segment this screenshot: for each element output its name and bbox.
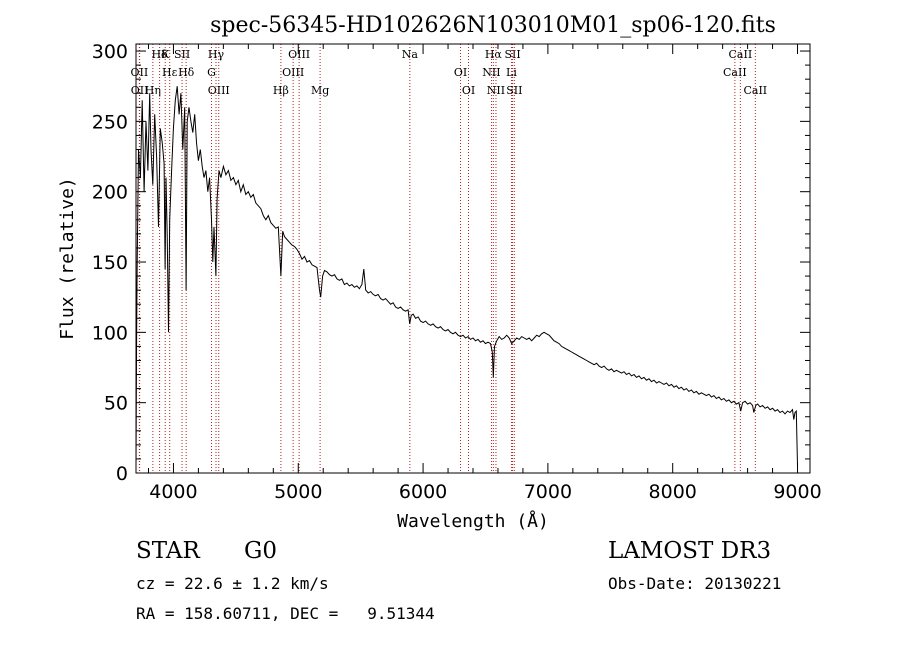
- spectral-line-label: SII: [174, 48, 190, 61]
- redshift-readout: cz = 22.6 ± 1.2 km/s: [136, 574, 329, 593]
- spectral-line-label: OII: [131, 84, 149, 97]
- y-tick-label: 200: [92, 182, 128, 204]
- spectral-line-label: CaII: [743, 84, 767, 97]
- x-tick-label: 8000: [649, 481, 697, 503]
- plot-frame: [135, 43, 811, 474]
- spectral-line-label: OIII: [288, 48, 310, 61]
- spectral-line-label: NII: [487, 84, 505, 97]
- x-tick-label: 7000: [524, 481, 572, 503]
- spectral-line-label: CaII: [729, 48, 753, 61]
- spectral-line-label: OIII: [208, 84, 230, 97]
- y-tick-label: 100: [92, 322, 128, 344]
- spectral-line-label: OI: [462, 84, 475, 97]
- y-axis-label: Flux (relative): [57, 177, 78, 340]
- object-subclass: G0: [244, 538, 278, 564]
- spectral-line-label: K: [161, 48, 170, 61]
- y-tick-label: 0: [116, 463, 128, 485]
- y-tick-label: 50: [104, 393, 128, 415]
- x-tick-label: 6000: [399, 481, 447, 503]
- x-tick-label: 5000: [274, 481, 322, 503]
- spectral-line-label: Hγ: [208, 48, 225, 61]
- spectral-line-label: Li: [506, 66, 517, 79]
- spectral-line-label: Hδ: [178, 66, 195, 79]
- spectral-line-label: G: [207, 66, 216, 79]
- x-tick-label: 4000: [149, 481, 197, 503]
- y-tick-label: 250: [92, 111, 128, 133]
- spectral-line-label: CaII: [723, 66, 747, 79]
- spectral-line-label: Na: [402, 48, 419, 61]
- y-tick-label: 300: [92, 41, 128, 63]
- spectral-line-label: Hβ: [273, 84, 289, 97]
- spectral-line-label: OIII: [282, 66, 304, 79]
- spectral-line-label: Hδ: [151, 48, 168, 61]
- spectral-line-label: Mg: [311, 84, 329, 97]
- spectral-line-label: OI: [454, 66, 467, 79]
- spectral-line-label: SII: [504, 48, 520, 61]
- x-axis-label: Wavelength (Å): [397, 510, 549, 532]
- spectral-line-label: OII: [131, 66, 149, 79]
- spectral-line-label: Hη: [145, 84, 161, 97]
- survey-name: LAMOST DR3: [608, 538, 772, 564]
- chart-title: spec-56345-HD102626N103010M01_sp06-120.f…: [210, 13, 776, 38]
- spectral-line-label: NII: [482, 66, 500, 79]
- spectral-line-label: Hα: [485, 48, 503, 61]
- spectral-line-label: Hε: [162, 66, 178, 79]
- obs-date: Obs-Date: 20130221: [608, 574, 782, 593]
- y-tick-label: 150: [92, 252, 128, 274]
- x-tick-label: 9000: [773, 481, 821, 503]
- spectrum-line: [135, 86, 798, 467]
- spectral-line-label: SII: [506, 84, 522, 97]
- object-class: STAR: [136, 538, 200, 564]
- ra-dec-readout: RA = 158.60711, DEC = 9.51344: [136, 604, 435, 623]
